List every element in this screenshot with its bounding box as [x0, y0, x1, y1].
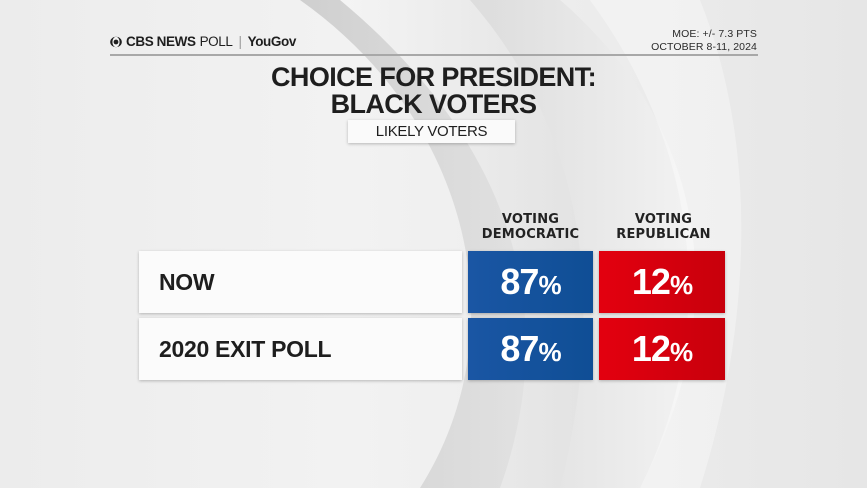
brand-separator: | [238, 34, 242, 49]
column-header-line: DEMOCRATIC [481, 227, 580, 242]
value: 12 [631, 261, 671, 302]
brand-logo: CBS NEWS POLL | YouGov [110, 34, 296, 49]
cbs-eye-icon [110, 36, 122, 47]
poll-label: POLL [199, 34, 233, 49]
cell-now-democratic: 87% [468, 251, 593, 313]
column-header-line: VOTING [634, 212, 693, 227]
cell-now-republican: 12% [599, 251, 725, 313]
title-line-2: BLACK VOTERS [330, 89, 537, 119]
poll-dates: OCTOBER 8-11, 2024 [651, 41, 757, 53]
value: 12 [631, 328, 671, 369]
header-divider [110, 54, 758, 56]
poll-meta: MOE: +/- 7.3 PTS OCTOBER 8-11, 2024 [651, 28, 757, 54]
row-label-2020-exit-poll: 2020 EXIT POLL [139, 318, 462, 380]
cell-2020-republican: 12% [599, 318, 725, 380]
value: 87 [500, 328, 539, 369]
subtitle-badge: LIKELY VOTERS [348, 120, 515, 143]
row-label-now: NOW [139, 251, 462, 313]
percent-sign: % [538, 337, 561, 367]
percent-sign: % [538, 270, 561, 300]
column-header-line: VOTING [501, 212, 560, 227]
percent-sign: % [669, 270, 693, 300]
brand-name: CBS NEWS [126, 34, 196, 49]
title-line-1: CHOICE FOR PRESIDENT: [271, 62, 597, 92]
value: 87 [500, 261, 539, 302]
page-title: CHOICE FOR PRESIDENT: BLACK VOTERS [0, 64, 867, 118]
column-header-line: REPUBLICAN [616, 227, 711, 242]
column-header-republican: VOTING REPUBLICAN [596, 212, 731, 242]
percent-sign: % [669, 337, 693, 367]
margin-of-error: MOE: +/- 7.3 PTS [672, 28, 757, 40]
column-header-democratic: VOTING DEMOCRATIC [462, 212, 599, 242]
partner-name: YouGov [247, 34, 297, 49]
cell-2020-democratic: 87% [468, 318, 593, 380]
